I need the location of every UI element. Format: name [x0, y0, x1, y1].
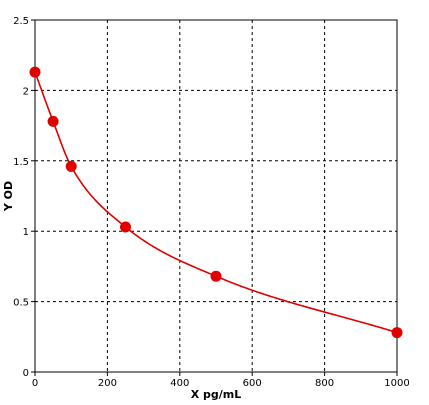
data-points	[29, 66, 403, 339]
x-tick-label: 800	[315, 378, 334, 389]
tick-labels: 0 200 400 600 800 1000 0 0.5 1 1.5 2 2.5	[13, 16, 410, 389]
x-axis-label: X pg/mL	[191, 388, 242, 401]
y-tick-label: 0.5	[13, 298, 29, 309]
data-point	[29, 66, 41, 78]
data-point	[210, 270, 222, 282]
plot-area-frame	[34, 19, 398, 373]
grid-lines	[35, 20, 397, 372]
y-tick-label: 1.5	[13, 157, 29, 168]
x-tick-label: 200	[98, 378, 117, 389]
fit-curve	[34, 71, 398, 334]
x-tick-label: 400	[170, 378, 189, 389]
y-tick-label: 2	[23, 86, 29, 97]
x-tick-label: 0	[32, 378, 38, 389]
x-tick-label: 1000	[384, 378, 409, 389]
data-point	[391, 327, 403, 339]
x-tick-label: 600	[243, 378, 262, 389]
y-tick-label: 0	[23, 368, 29, 379]
data-point	[65, 160, 77, 172]
y-tick-label: 1	[23, 227, 29, 238]
data-point	[120, 221, 131, 233]
y-axis-label: Y OD	[2, 181, 15, 212]
y-tick-label: 2.5	[13, 16, 29, 27]
data-point	[47, 115, 59, 127]
axis-ticks	[31, 19, 398, 376]
